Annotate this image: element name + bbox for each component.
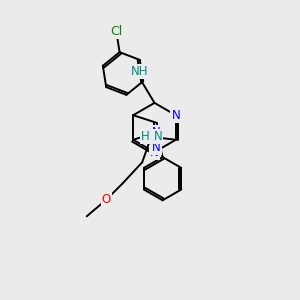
Text: N: N xyxy=(152,141,161,154)
Text: N: N xyxy=(171,109,180,122)
Text: N: N xyxy=(153,130,162,143)
Text: N: N xyxy=(152,126,161,139)
Text: N: N xyxy=(150,146,159,159)
Text: Cl: Cl xyxy=(111,25,123,38)
Text: NH: NH xyxy=(131,65,148,78)
Text: H: H xyxy=(141,130,150,143)
Text: O: O xyxy=(102,193,111,206)
